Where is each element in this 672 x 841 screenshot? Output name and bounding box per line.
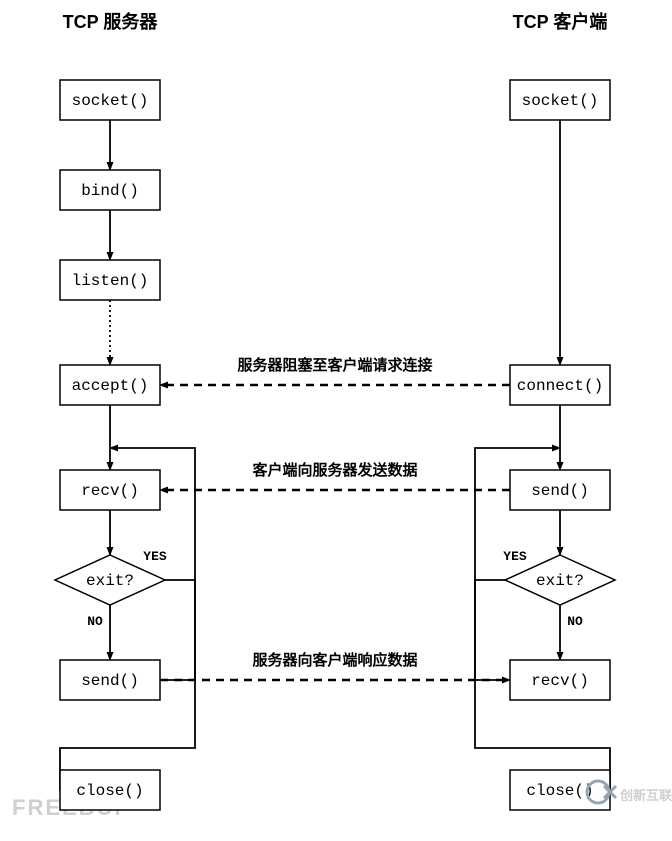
node-label-c_connect: connect()	[517, 377, 603, 395]
header-client: TCP 客户端	[513, 11, 608, 32]
node-label-s_recv: recv()	[81, 482, 139, 500]
node-s_accept: accept()	[60, 365, 160, 405]
edge-label-2: 服务器向客户端响应数据	[252, 651, 417, 669]
node-label-s_send: send()	[81, 672, 139, 690]
node-s_send: send()	[60, 660, 160, 700]
branch-label-2: YES	[503, 549, 527, 564]
node-label-c_recv: recv()	[531, 672, 589, 690]
node-c_recv: recv()	[510, 660, 610, 700]
branch-label-0: YES	[143, 549, 167, 564]
node-s_socket: socket()	[60, 80, 160, 120]
node-label-s_listen: listen()	[72, 272, 149, 290]
node-label-c_socket: socket()	[522, 92, 599, 110]
node-s_recv: recv()	[60, 470, 160, 510]
node-s_listen: listen()	[60, 260, 160, 300]
edge-label-1: 客户端向服务器发送数据	[251, 461, 417, 479]
branch-label-3: NO	[567, 614, 583, 629]
node-label-c_send: send()	[531, 482, 589, 500]
node-s_bind: bind()	[60, 170, 160, 210]
node-label-s_exit: exit?	[86, 572, 134, 590]
node-label-s_accept: accept()	[72, 377, 149, 395]
node-c_connect: connect()	[510, 365, 610, 405]
node-label-c_exit: exit?	[536, 572, 584, 590]
edge-label-0: 服务器阻塞至客户端请求连接	[237, 356, 432, 374]
branch-label-1: NO	[87, 614, 103, 629]
node-label-c_close: close()	[526, 782, 593, 800]
watermark: 创新互联	[619, 788, 672, 803]
node-label-s_bind: bind()	[81, 182, 139, 200]
header-server: TCP 服务器	[63, 11, 159, 32]
node-c_send: send()	[510, 470, 610, 510]
node-label-s_close: close()	[76, 782, 143, 800]
node-label-s_socket: socket()	[72, 92, 149, 110]
node-c_socket: socket()	[510, 80, 610, 120]
node-s_close: close()	[60, 770, 160, 810]
